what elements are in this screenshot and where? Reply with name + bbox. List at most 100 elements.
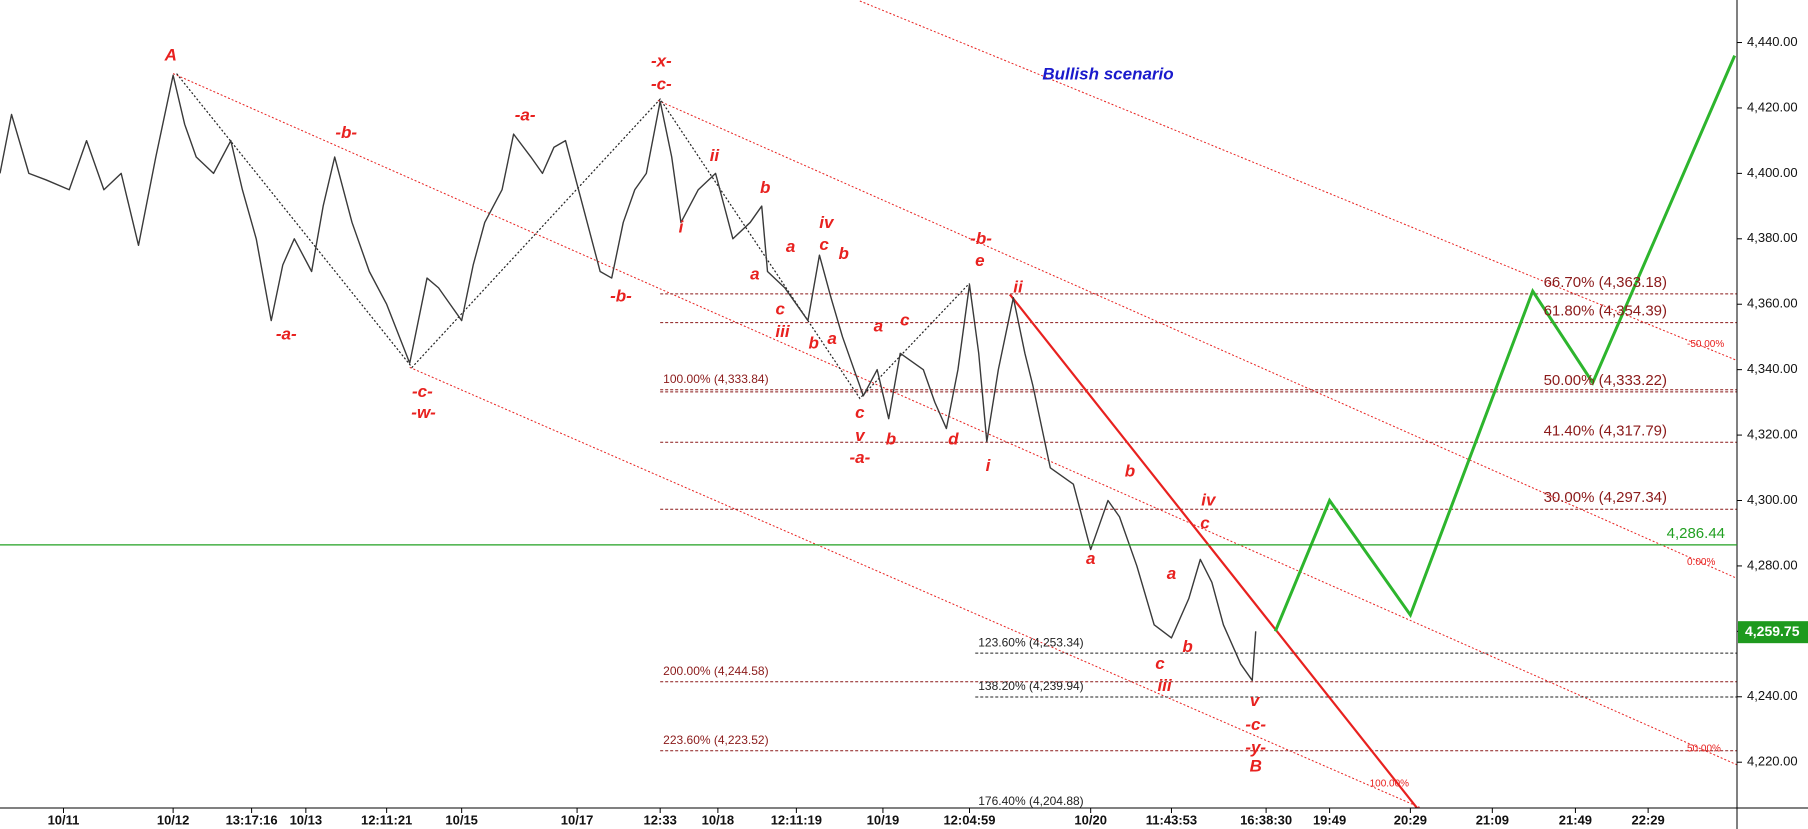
wave-label: a — [750, 265, 759, 284]
fib-label: 100.00% (4,333.84) — [663, 372, 768, 386]
wave-label: ii — [1013, 277, 1024, 296]
trend-line — [1009, 293, 1419, 808]
y-tick-label: 4,340.00 — [1747, 361, 1798, 376]
fib-label: 61.80% (4,354.39) — [1544, 303, 1667, 320]
channel-label: 100.00% — [1370, 779, 1410, 790]
wave-label: c — [855, 403, 865, 422]
x-tick-label: 10/15 — [445, 812, 478, 827]
y-tick-label: 4,380.00 — [1747, 230, 1798, 245]
wave-label: -b- — [970, 229, 992, 248]
wave-label: v — [1250, 691, 1261, 710]
x-tick-label: 12:11:21 — [361, 812, 412, 827]
wave-label: b — [1125, 462, 1135, 481]
wave-label: c — [819, 235, 829, 254]
wave-label: a — [874, 317, 883, 336]
x-tick-label: 10/13 — [290, 812, 323, 827]
x-tick-label: 10/17 — [561, 812, 594, 827]
scenario-label: Bullish scenario — [1042, 64, 1173, 83]
x-tick-label: 12:04:59 — [943, 812, 995, 827]
fib-label: 138.20% (4,239.94) — [978, 679, 1083, 693]
y-tick-label: 4,360.00 — [1747, 296, 1798, 311]
wave-label: b — [886, 429, 896, 448]
wave-label: d — [948, 429, 959, 448]
wave-label: i — [986, 456, 992, 475]
x-tick-label: 10/12 — [157, 812, 190, 827]
wave-label: -b- — [335, 123, 357, 142]
price-line — [0, 74, 1257, 682]
channel-line — [859, 0, 1737, 361]
fib-label: 41.40% (4,317.79) — [1544, 422, 1667, 439]
x-tick-label: 10/18 — [702, 812, 735, 827]
channel-line — [172, 73, 1737, 766]
wave-label: -c- — [412, 382, 433, 401]
wave-label: iii — [775, 322, 790, 341]
wave-label: a — [827, 329, 836, 348]
plot-area — [0, 0, 1737, 808]
wave-label: a — [1167, 564, 1176, 583]
x-tick-label: 11:43:53 — [1146, 812, 1197, 827]
x-tick-label: 10/11 — [48, 812, 80, 827]
horizontal-line-label: 4,286.44 — [1667, 525, 1725, 542]
wave-label: -y- — [1245, 738, 1266, 757]
y-tick-label: 4,420.00 — [1747, 99, 1798, 114]
wave-label: e — [975, 251, 984, 270]
wave-label: -b- — [610, 287, 632, 306]
wave-label: A — [164, 46, 177, 65]
y-tick-label: 4,220.00 — [1747, 754, 1798, 769]
y-tick-label: 4,440.00 — [1747, 34, 1798, 49]
channel-line — [409, 366, 1420, 808]
wave-label: -a- — [515, 106, 536, 125]
x-tick-label: 20:29 — [1394, 812, 1427, 827]
last-price-badge — [1738, 621, 1808, 644]
x-tick-label: 21:49 — [1559, 812, 1592, 827]
channel-label: 0.00% — [1687, 557, 1715, 568]
wave-zigzag — [176, 73, 970, 400]
wave-label: c — [775, 299, 785, 318]
fib-label: 123.60% (4,253.34) — [978, 635, 1083, 649]
wave-label: a — [1086, 549, 1095, 568]
wave-label: b — [838, 244, 848, 263]
x-tick-label: 10/20 — [1074, 812, 1107, 827]
y-tick-label: 4,240.00 — [1747, 688, 1798, 703]
projection-line — [1273, 55, 1737, 632]
fib-label: 176.40% (4,204.88) — [978, 794, 1083, 808]
x-tick-label: 13:17:16 — [226, 812, 278, 827]
x-tick-label: 22:29 — [1632, 812, 1665, 827]
wave-label: -w- — [411, 403, 436, 422]
wave-label: c — [1155, 654, 1165, 673]
channel-label: 50.00% — [1687, 743, 1721, 754]
x-tick-label: 16:38:30 — [1240, 812, 1292, 827]
channel-label: -50.00% — [1687, 339, 1724, 350]
wave-label: b — [760, 178, 770, 197]
channel-line — [657, 99, 1737, 579]
y-tick-label: 4,400.00 — [1747, 165, 1798, 180]
wave-label: iv — [1201, 490, 1217, 509]
wave-label: B — [1250, 757, 1262, 776]
x-tick-label: 21:09 — [1476, 812, 1509, 827]
wave-label: iv — [819, 213, 835, 232]
y-tick-label: 4,280.00 — [1747, 557, 1798, 572]
wave-label: b — [1182, 637, 1192, 656]
wave-label: c — [900, 311, 910, 330]
wave-label: iii — [1157, 676, 1172, 695]
wave-label: -c- — [651, 75, 672, 94]
wave-label: b — [808, 334, 818, 353]
wave-label: -a- — [276, 324, 297, 343]
fib-label: 66.70% (4,363.18) — [1544, 274, 1667, 291]
wave-label: -x- — [651, 52, 672, 71]
wave-label: c — [1200, 514, 1210, 533]
wave-label: -c- — [1245, 715, 1266, 734]
x-tick-label: 10/19 — [867, 812, 900, 827]
x-tick-label: 12:33 — [644, 812, 677, 827]
x-tick-label: 19:49 — [1313, 812, 1346, 827]
fib-label: 223.60% (4,223.52) — [663, 733, 768, 747]
wave-label: v — [855, 426, 866, 445]
last-price-label: 4,259.75 — [1745, 623, 1800, 639]
fib-label: 200.00% (4,244.58) — [663, 664, 768, 678]
fib-label: 50.00% (4,333.22) — [1544, 372, 1667, 389]
y-tick-label: 4,320.00 — [1747, 427, 1798, 442]
wave-label: i — [679, 217, 685, 236]
wave-label: ii — [710, 146, 721, 165]
